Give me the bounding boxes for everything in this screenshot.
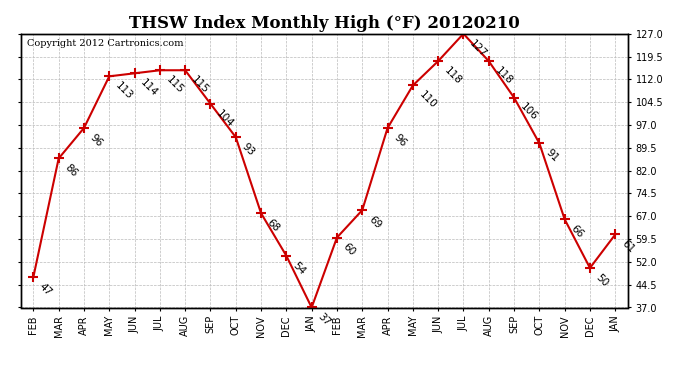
Text: 118: 118 bbox=[442, 65, 464, 86]
Text: 61: 61 bbox=[620, 238, 636, 255]
Title: THSW Index Monthly High (°F) 20120210: THSW Index Monthly High (°F) 20120210 bbox=[129, 15, 520, 32]
Text: 47: 47 bbox=[37, 281, 54, 298]
Text: 96: 96 bbox=[88, 132, 105, 148]
Text: 93: 93 bbox=[240, 141, 257, 158]
Text: 127: 127 bbox=[468, 38, 489, 59]
Text: 37: 37 bbox=[316, 312, 333, 328]
Text: 106: 106 bbox=[518, 102, 540, 123]
Text: Copyright 2012 Cartronics.com: Copyright 2012 Cartronics.com bbox=[27, 39, 184, 48]
Text: 60: 60 bbox=[341, 242, 357, 258]
Text: 113: 113 bbox=[113, 81, 135, 102]
Text: 69: 69 bbox=[366, 214, 383, 231]
Text: 91: 91 bbox=[544, 147, 560, 164]
Text: 104: 104 bbox=[215, 108, 236, 129]
Text: 115: 115 bbox=[164, 74, 185, 96]
Text: 110: 110 bbox=[417, 90, 438, 111]
Text: 114: 114 bbox=[139, 78, 160, 99]
Text: 66: 66 bbox=[569, 224, 585, 240]
Text: 50: 50 bbox=[594, 272, 611, 288]
Text: 118: 118 bbox=[493, 65, 514, 86]
Text: 115: 115 bbox=[189, 74, 210, 96]
Text: 96: 96 bbox=[392, 132, 408, 148]
Text: 54: 54 bbox=[290, 260, 307, 276]
Text: 86: 86 bbox=[63, 163, 79, 179]
Text: 68: 68 bbox=[265, 217, 282, 234]
